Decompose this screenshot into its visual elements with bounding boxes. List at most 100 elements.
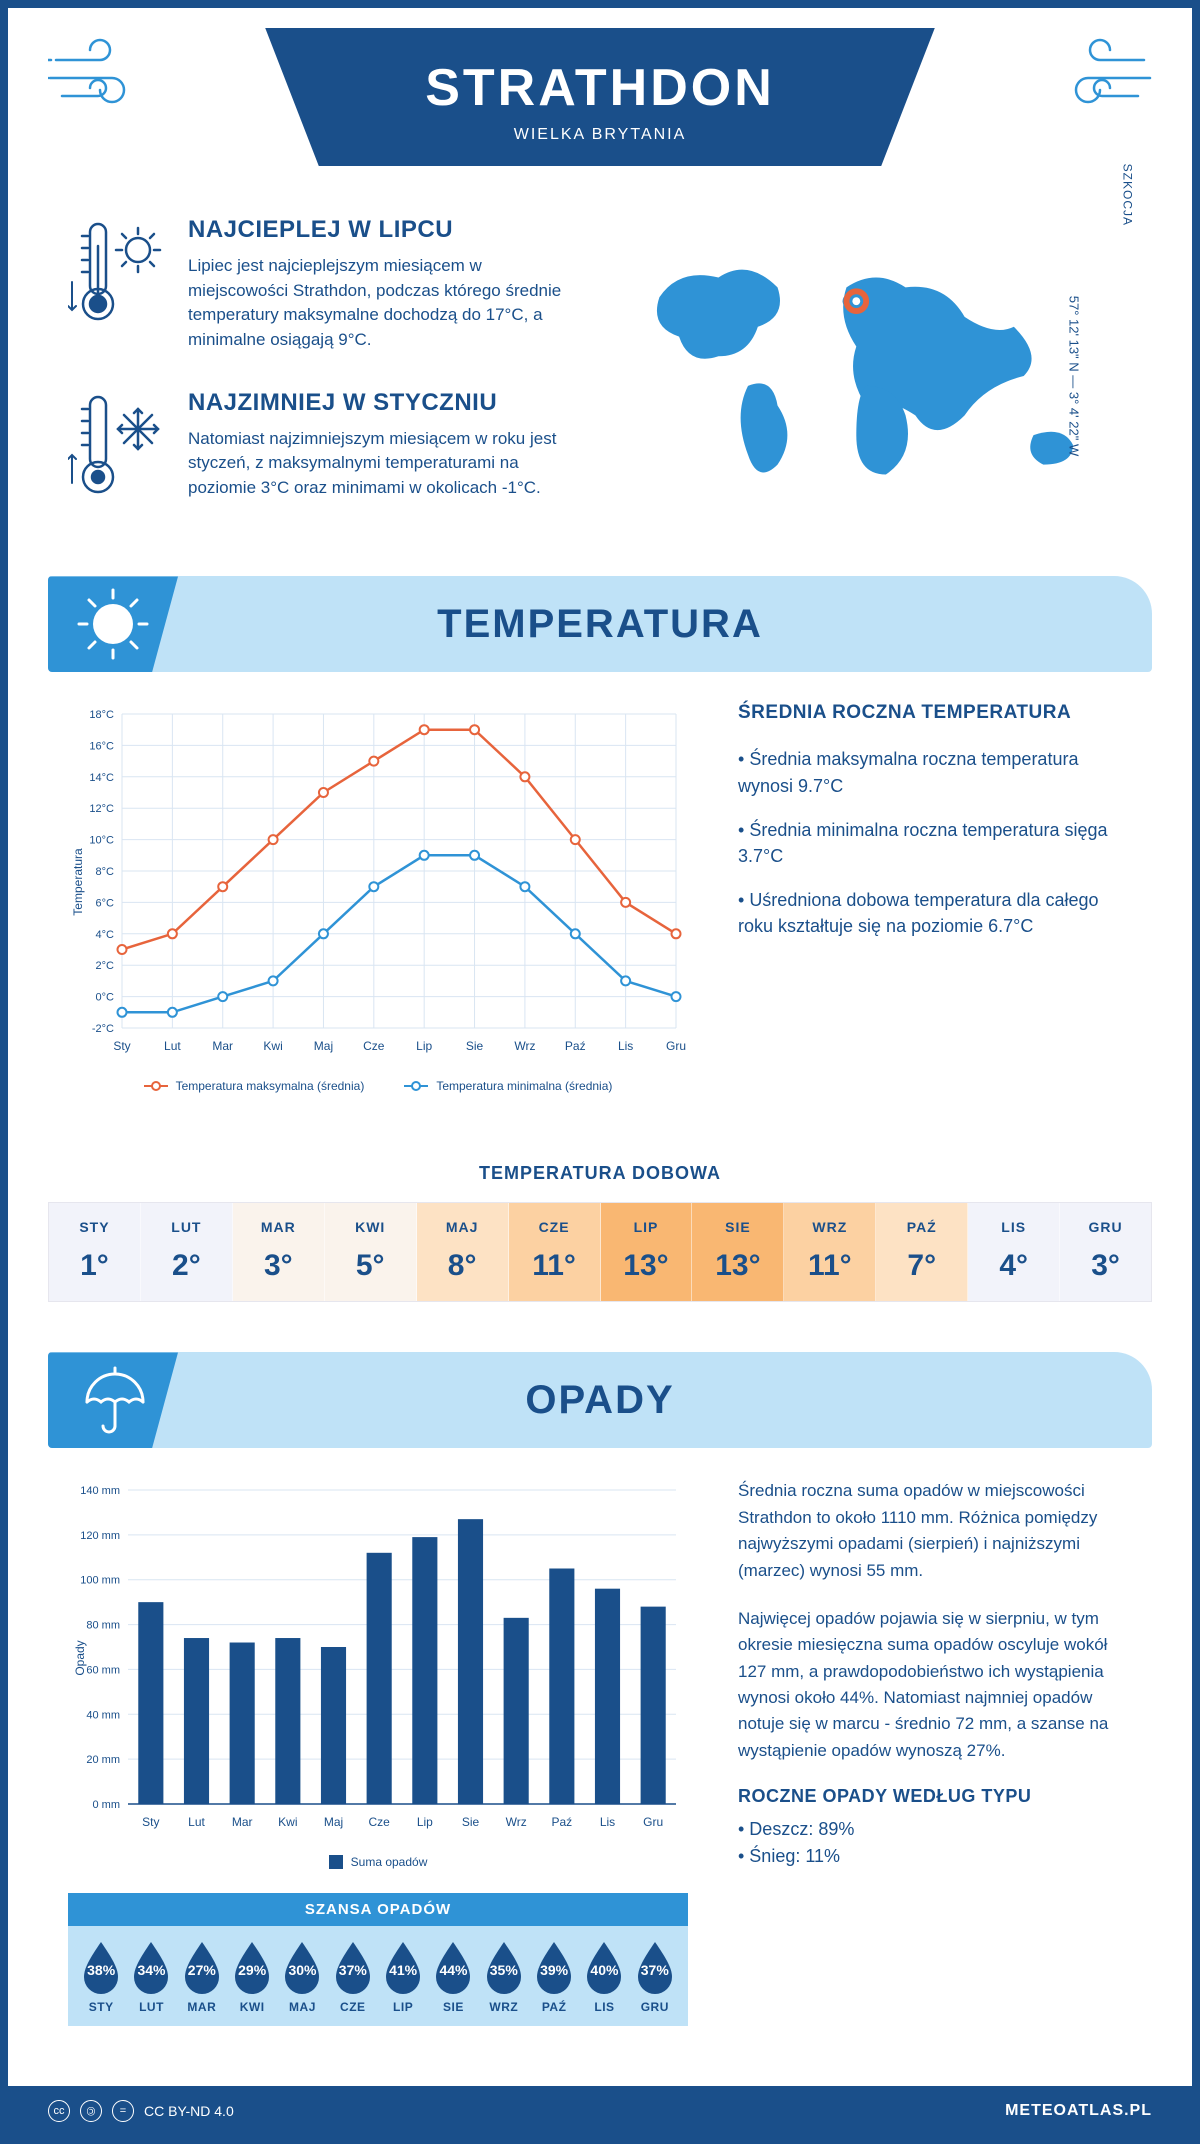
svg-text:40 mm: 40 mm <box>86 1710 120 1722</box>
droplet-icon: 35% <box>481 1940 527 1994</box>
chance-pct: 35% <box>481 1962 527 1978</box>
svg-text:Gru: Gru <box>643 1815 663 1829</box>
svg-text:14°C: 14°C <box>89 772 114 784</box>
droplet-icon: 39% <box>531 1940 577 1994</box>
thermometer-snow-icon <box>68 389 168 501</box>
svg-text:Lut: Lut <box>164 1039 181 1053</box>
chance-cell: 40% LIS <box>579 1940 629 2014</box>
daily-value: 2° <box>145 1249 228 1283</box>
temp-stats-title: ŚREDNIA ROCZNA TEMPERATURA <box>738 702 1132 724</box>
chance-cell: 27% MAR <box>177 1940 227 2014</box>
precip-left: 0 mm20 mm40 mm60 mm80 mm100 mm120 mm140 … <box>68 1478 688 2056</box>
chance-title: SZANSA OPADÓW <box>68 1893 688 1926</box>
svg-text:Mar: Mar <box>212 1039 233 1053</box>
svg-text:Wrz: Wrz <box>514 1039 535 1053</box>
license-text: CC BY-ND 4.0 <box>144 2103 234 2119</box>
daily-month: LIP <box>605 1219 688 1235</box>
droplet-icon: 44% <box>430 1940 476 1994</box>
precip-chart: 0 mm20 mm40 mm60 mm80 mm100 mm120 mm140 … <box>68 1478 688 1838</box>
precip-title: OPADY <box>525 1378 674 1423</box>
chance-month: LUT <box>126 2000 176 2014</box>
daily-cell: SIE 13° <box>692 1203 784 1301</box>
chance-cell: 29% KWI <box>227 1940 277 2014</box>
warmest-title: NAJCIEPLEJ W LIPCU <box>188 216 580 244</box>
chance-month: CZE <box>328 2000 378 2014</box>
wind-icon <box>1032 38 1152 132</box>
svg-text:6°C: 6°C <box>96 898 115 910</box>
chance-pct: 27% <box>179 1962 225 1978</box>
daily-month: LIS <box>972 1219 1055 1235</box>
precip-type-rain: • Deszcz: 89% <box>738 1819 1132 1840</box>
svg-text:100 mm: 100 mm <box>80 1575 120 1587</box>
site-name: METEOATLAS.PL <box>1005 2102 1152 2120</box>
chance-month: LIP <box>378 2000 428 2014</box>
wind-icon <box>48 38 168 132</box>
daily-value: 13° <box>605 1249 688 1283</box>
chance-cell: 38% STY <box>76 1940 126 2014</box>
header: STRATHDON WIELKA BRYTANIA <box>8 8 1192 196</box>
svg-text:Maj: Maj <box>324 1815 343 1829</box>
daily-cell: STY 1° <box>49 1203 141 1301</box>
sun-icon <box>48 576 178 672</box>
daily-value: 5° <box>329 1249 412 1283</box>
daily-value: 11° <box>513 1249 596 1283</box>
daily-month: STY <box>53 1219 136 1235</box>
title-banner: STRATHDON WIELKA BRYTANIA <box>265 28 935 166</box>
coords-label: 57° 12' 13" N — 3° 4' 22" W <box>1066 296 1081 456</box>
daily-temp-title: TEMPERATURA DOBOWA <box>8 1163 1192 1184</box>
daily-cell: GRU 3° <box>1060 1203 1151 1301</box>
precip-type-snow: • Śnieg: 11% <box>738 1846 1132 1867</box>
umbrella-icon <box>48 1352 178 1448</box>
license: cc 🄯 = CC BY-ND 4.0 <box>48 2100 234 2122</box>
droplet-icon: 37% <box>330 1940 376 1994</box>
daily-month: GRU <box>1064 1219 1147 1235</box>
svg-text:Paź: Paź <box>551 1815 572 1829</box>
svg-text:2°C: 2°C <box>96 961 115 973</box>
coldest-body: Natomiast najzimniejszym miesiącem w rok… <box>188 427 580 501</box>
daily-month: SIE <box>696 1219 779 1235</box>
daily-month: CZE <box>513 1219 596 1235</box>
chance-pct: 37% <box>632 1962 678 1978</box>
daily-month: KWI <box>329 1219 412 1235</box>
daily-month: PAŹ <box>880 1219 963 1235</box>
svg-text:Sie: Sie <box>466 1039 484 1053</box>
temperature-band: TEMPERATURA <box>48 576 1152 672</box>
overview-row: NAJCIEPLEJ W LIPCU Lipiec jest najcieple… <box>8 196 1192 576</box>
daily-cell: WRZ 11° <box>784 1203 876 1301</box>
coldest-text: NAJZIMNIEJ W STYCZNIU Natomiast najzimni… <box>188 389 580 501</box>
precip-para-1: Średnia roczna suma opadów w miejscowośc… <box>738 1478 1132 1583</box>
svg-text:80 mm: 80 mm <box>86 1620 120 1632</box>
daily-cell: PAŹ 7° <box>876 1203 968 1301</box>
chance-row: 38% STY 34% LUT 27% MAR 29% KWI 30% MAJ <box>68 1926 688 2026</box>
warmest-fact: NAJCIEPLEJ W LIPCU Lipiec jest najcieple… <box>68 216 580 353</box>
climate-facts: NAJCIEPLEJ W LIPCU Lipiec jest najcieple… <box>68 216 580 536</box>
chance-cell: 41% LIP <box>378 1940 428 2014</box>
precip-info: Średnia roczna suma opadów w miejscowośc… <box>738 1478 1132 2056</box>
chance-pct: 38% <box>78 1962 124 1978</box>
svg-text:Opady: Opady <box>73 1641 87 1676</box>
chance-month: LIS <box>579 2000 629 2014</box>
country-subtitle: WIELKA BRYTANIA <box>425 126 775 144</box>
svg-text:Lis: Lis <box>600 1815 615 1829</box>
chance-month: STY <box>76 2000 126 2014</box>
svg-text:20 mm: 20 mm <box>86 1755 120 1767</box>
droplet-icon: 27% <box>179 1940 225 1994</box>
legend-sum: Suma opadów <box>329 1855 428 1869</box>
precip-para-2: Najwięcej opadów pojawia się w sierpniu,… <box>738 1606 1132 1764</box>
chance-cell: 35% WRZ <box>479 1940 529 2014</box>
chance-pct: 40% <box>581 1962 627 1978</box>
thermometer-sun-icon <box>68 216 168 353</box>
svg-text:Kwi: Kwi <box>278 1815 297 1829</box>
droplet-icon: 29% <box>229 1940 275 1994</box>
svg-text:Cze: Cze <box>363 1039 385 1053</box>
daily-value: 8° <box>421 1249 504 1283</box>
temp-bullet: Uśredniona dobowa temperatura dla całego… <box>738 887 1132 939</box>
chance-pct: 41% <box>380 1962 426 1978</box>
svg-text:120 mm: 120 mm <box>80 1530 120 1542</box>
chance-month: SIE <box>428 2000 478 2014</box>
svg-text:Gru: Gru <box>666 1039 686 1053</box>
precip-type-title: ROCZNE OPADY WEDŁUG TYPU <box>738 1786 1132 1807</box>
svg-text:Kwi: Kwi <box>263 1039 282 1053</box>
legend-max: Temperatura maksymalna (średnia) <box>144 1079 365 1093</box>
precip-legend: Suma opadów <box>68 1855 688 1869</box>
